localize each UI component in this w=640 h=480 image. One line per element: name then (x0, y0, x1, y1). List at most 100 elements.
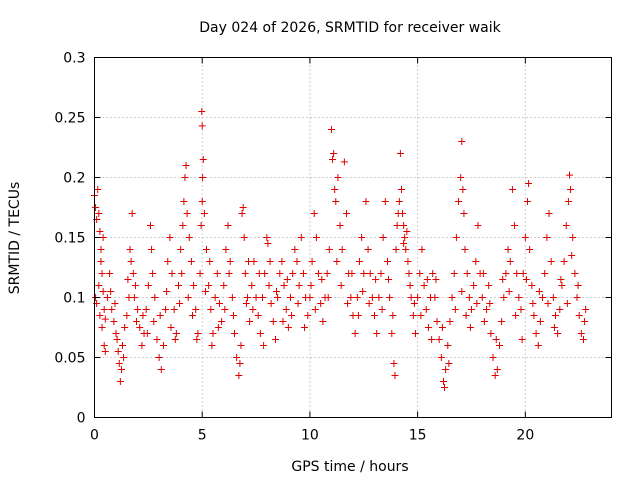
data-point (228, 294, 236, 301)
data-point (395, 198, 403, 205)
data-point (115, 360, 123, 367)
data-point (467, 306, 475, 313)
x-tick-label: 20 (516, 428, 534, 444)
data-point (157, 366, 165, 373)
data-point (130, 294, 138, 301)
data-point (378, 306, 386, 313)
data-point (423, 276, 431, 283)
data-point (521, 234, 529, 241)
data-point (402, 246, 410, 253)
data-point (565, 171, 573, 179)
data-point (418, 246, 426, 253)
data-point (336, 222, 344, 229)
data-point (411, 330, 419, 337)
data-point (167, 324, 175, 331)
data-point (400, 222, 408, 229)
data-point (189, 312, 197, 319)
data-point (136, 324, 144, 331)
data-point (487, 330, 495, 337)
data-point (353, 294, 361, 301)
data-point (366, 270, 374, 277)
data-point (294, 300, 302, 307)
data-point (193, 336, 201, 343)
x-tick-label: 10 (301, 428, 319, 444)
data-point (517, 306, 525, 313)
data-point (218, 318, 226, 325)
data-point (451, 306, 459, 313)
data-point (238, 210, 246, 217)
data-point (534, 342, 542, 349)
data-point (532, 330, 540, 337)
data-point (266, 258, 274, 265)
data-point (391, 372, 399, 379)
data-point (459, 186, 467, 193)
data-point (498, 318, 506, 325)
data-point (178, 270, 186, 277)
data-point (295, 282, 303, 289)
data-point (372, 276, 380, 283)
data-point (420, 282, 428, 289)
data-point (147, 222, 155, 229)
data-point (359, 288, 367, 295)
data-point (556, 306, 564, 313)
data-point (551, 312, 559, 319)
data-point (581, 318, 589, 325)
data-point (526, 246, 534, 253)
data-point (428, 336, 436, 343)
data-point (179, 222, 187, 229)
data-point (107, 288, 115, 295)
chart-title: Day 024 of 2026, SRMTID for receiver wai… (199, 20, 501, 36)
data-point (112, 330, 120, 337)
data-point (116, 378, 124, 385)
data-point (310, 210, 318, 217)
data-point (176, 300, 184, 307)
data-point (231, 330, 239, 337)
data-point (201, 288, 209, 295)
data-point (389, 312, 397, 319)
data-point (362, 198, 370, 205)
data-point (450, 270, 458, 277)
data-point (246, 318, 254, 325)
data-point (338, 246, 346, 253)
data-point (424, 324, 432, 331)
data-point (431, 294, 439, 301)
data-point (284, 324, 292, 331)
data-point (386, 294, 394, 301)
data-point (304, 312, 312, 319)
data-point (267, 300, 275, 307)
data-point (208, 342, 216, 349)
data-point (121, 324, 129, 331)
data-point (351, 330, 359, 337)
data-point (479, 270, 487, 277)
data-point (182, 162, 190, 169)
data-point (493, 366, 501, 373)
data-point (150, 318, 158, 325)
data-point (392, 246, 400, 253)
data-point (205, 282, 213, 289)
data-point (264, 240, 272, 247)
data-point (252, 294, 260, 301)
data-point (97, 246, 105, 253)
data-point (226, 258, 234, 265)
data-point (528, 282, 536, 289)
data-point (101, 315, 109, 323)
data-point (254, 312, 262, 319)
data-point (192, 306, 200, 313)
data-point (317, 300, 325, 307)
data-point (518, 336, 526, 343)
data-point (334, 174, 342, 181)
data-point (536, 318, 544, 325)
data-point (220, 282, 228, 289)
data-point (106, 270, 114, 277)
data-point (458, 288, 466, 295)
data-point (562, 222, 570, 229)
data-point (318, 276, 326, 283)
data-point (360, 270, 368, 277)
data-point (183, 210, 191, 217)
data-point (452, 234, 460, 241)
data-point (489, 354, 497, 361)
data-point (442, 366, 450, 373)
data-point (407, 294, 415, 301)
data-point (170, 306, 178, 313)
data-point (549, 294, 557, 301)
